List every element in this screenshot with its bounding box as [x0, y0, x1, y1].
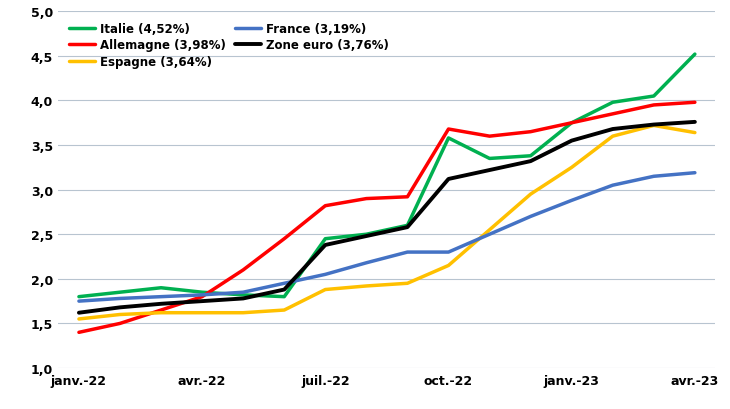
Italie (4,52%) — [239, 293, 247, 298]
Line: Espagne (3,64%): Espagne (3,64%) — [79, 126, 695, 319]
Italie (4,52%) — [280, 294, 288, 299]
France (3,19%) — [74, 299, 83, 304]
Italie (4,52%) — [444, 136, 453, 141]
France (3,19%) — [691, 171, 699, 176]
Espagne (3,64%) — [526, 192, 535, 197]
Allemagne (3,98%) — [239, 268, 247, 273]
Allemagne (3,98%) — [115, 321, 124, 326]
Legend: Italie (4,52%), Allemagne (3,98%), Espagne (3,64%), France (3,19%), Zone euro (3: Italie (4,52%), Allemagne (3,98%), Espag… — [64, 18, 393, 74]
France (3,19%) — [239, 290, 247, 295]
Allemagne (3,98%) — [650, 103, 658, 108]
Allemagne (3,98%) — [691, 101, 699, 106]
Zone euro (3,76%) — [526, 159, 535, 164]
France (3,19%) — [280, 281, 288, 286]
Espagne (3,64%) — [691, 131, 699, 136]
Zone euro (3,76%) — [444, 177, 453, 182]
Espagne (3,64%) — [74, 317, 83, 321]
Allemagne (3,98%) — [198, 294, 207, 299]
Italie (4,52%) — [567, 121, 576, 126]
Line: Allemagne (3,98%): Allemagne (3,98%) — [79, 103, 695, 333]
Zone euro (3,76%) — [157, 301, 166, 306]
Espagne (3,64%) — [198, 310, 207, 315]
France (3,19%) — [526, 214, 535, 219]
Zone euro (3,76%) — [280, 288, 288, 292]
Allemagne (3,98%) — [157, 308, 166, 313]
Espagne (3,64%) — [157, 310, 166, 315]
Italie (4,52%) — [608, 101, 617, 106]
France (3,19%) — [115, 296, 124, 301]
France (3,19%) — [157, 294, 166, 299]
Allemagne (3,98%) — [280, 237, 288, 242]
France (3,19%) — [650, 174, 658, 179]
Zone euro (3,76%) — [650, 123, 658, 128]
Espagne (3,64%) — [362, 284, 371, 289]
Zone euro (3,76%) — [74, 310, 83, 315]
France (3,19%) — [321, 272, 330, 277]
Line: Italie (4,52%): Italie (4,52%) — [79, 55, 695, 297]
Italie (4,52%) — [485, 157, 494, 162]
France (3,19%) — [198, 293, 207, 298]
Espagne (3,64%) — [280, 308, 288, 313]
Espagne (3,64%) — [650, 124, 658, 128]
Espagne (3,64%) — [444, 263, 453, 268]
Zone euro (3,76%) — [362, 234, 371, 239]
Italie (4,52%) — [74, 294, 83, 299]
Allemagne (3,98%) — [403, 195, 412, 200]
Zone euro (3,76%) — [567, 139, 576, 144]
France (3,19%) — [567, 198, 576, 203]
France (3,19%) — [444, 250, 453, 255]
Zone euro (3,76%) — [485, 168, 494, 173]
Italie (4,52%) — [157, 285, 166, 290]
Espagne (3,64%) — [485, 228, 494, 233]
Allemagne (3,98%) — [608, 112, 617, 117]
Zone euro (3,76%) — [321, 243, 330, 248]
Allemagne (3,98%) — [485, 134, 494, 139]
Espagne (3,64%) — [239, 310, 247, 315]
Italie (4,52%) — [198, 290, 207, 295]
Espagne (3,64%) — [115, 312, 124, 317]
Allemagne (3,98%) — [444, 127, 453, 132]
Italie (4,52%) — [321, 237, 330, 242]
Zone euro (3,76%) — [115, 305, 124, 310]
Allemagne (3,98%) — [526, 130, 535, 135]
Zone euro (3,76%) — [198, 299, 207, 304]
Espagne (3,64%) — [403, 281, 412, 286]
Zone euro (3,76%) — [239, 296, 247, 301]
France (3,19%) — [485, 232, 494, 237]
Zone euro (3,76%) — [691, 120, 699, 125]
Zone euro (3,76%) — [608, 127, 617, 132]
Italie (4,52%) — [115, 290, 124, 295]
Espagne (3,64%) — [608, 134, 617, 139]
Allemagne (3,98%) — [362, 197, 371, 202]
Italie (4,52%) — [691, 52, 699, 57]
Allemagne (3,98%) — [567, 121, 576, 126]
Allemagne (3,98%) — [74, 330, 83, 335]
Espagne (3,64%) — [321, 288, 330, 292]
Espagne (3,64%) — [567, 166, 576, 171]
Zone euro (3,76%) — [403, 225, 412, 230]
Italie (4,52%) — [403, 223, 412, 228]
France (3,19%) — [362, 261, 371, 265]
Line: France (3,19%): France (3,19%) — [79, 173, 695, 301]
Allemagne (3,98%) — [321, 204, 330, 209]
Italie (4,52%) — [526, 154, 535, 159]
Italie (4,52%) — [362, 232, 371, 237]
France (3,19%) — [403, 250, 412, 255]
France (3,19%) — [608, 183, 617, 188]
Line: Zone euro (3,76%): Zone euro (3,76%) — [79, 123, 695, 313]
Italie (4,52%) — [650, 94, 658, 99]
